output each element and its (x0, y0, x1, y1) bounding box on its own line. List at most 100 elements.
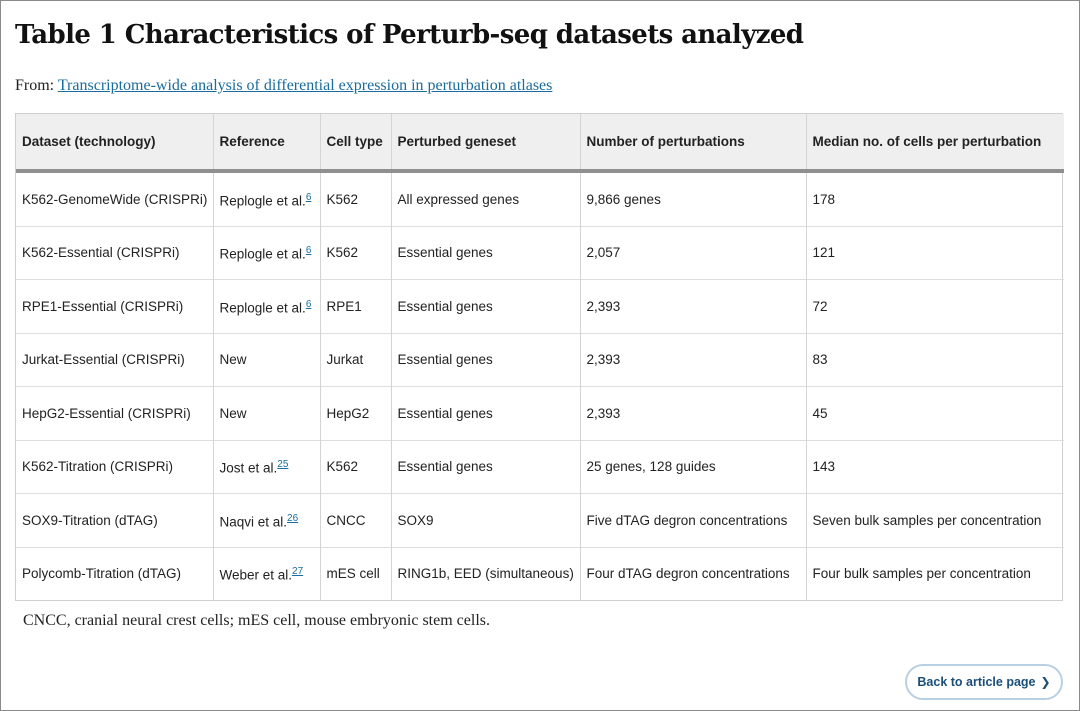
cell-perturbations-text: Five dTAG degron concentrations (586, 512, 788, 528)
cell-geneset: Essential genes (391, 332, 581, 387)
cell-reference-text: Naqvi et al. (219, 514, 288, 529)
reference-citation: 26 (287, 512, 298, 524)
cell-geneset: Essential genes (391, 279, 581, 333)
cell-reference: Weber et al.27 (213, 546, 321, 600)
reference-citation: 27 (292, 565, 303, 577)
cell-cell-type-text: K562 (326, 245, 359, 261)
reference-citation: 6 (306, 298, 312, 310)
data-table: Dataset (technology) Reference Cell type… (16, 114, 1064, 600)
cell-geneset: Essential genes (391, 225, 581, 280)
cell-geneset-text: Essential genes (397, 459, 493, 475)
cell-geneset-text: Essential genes (397, 245, 493, 261)
cell-cell-type-text: HepG2 (326, 405, 370, 421)
chevron-right-icon: ❯ (1040, 675, 1051, 689)
cell-reference: Jost et al.25 (213, 439, 321, 494)
column-header-perturbations: Number of perturbations (580, 114, 807, 173)
cell-reference-text: Replogle et al. (219, 300, 306, 315)
cell-median-cells-text: Seven bulk samples per concentration (812, 512, 1042, 528)
cell-perturbations-text: 2,057 (586, 245, 621, 261)
reference-citation-link[interactable]: 6 (305, 245, 312, 256)
cell-dataset: HepG2-Essential (CRISPRi) (16, 386, 214, 440)
source-line: From: Transcriptome-wide analysis of dif… (15, 77, 552, 95)
cell-dataset: K562-Titration (CRISPRi) (16, 439, 214, 494)
cell-median-cells-text: 72 (812, 298, 828, 314)
cell-median-cells: 178 (806, 171, 1064, 226)
table-footnote: CNCC, cranial neural crest cells; mES ce… (23, 612, 490, 629)
reference-citation-link[interactable]: 27 (292, 566, 304, 577)
cell-median-cells: Four bulk samples per concentration (806, 546, 1064, 600)
back-button-label: Back to article page (917, 675, 1036, 689)
cell-median-cells: 121 (806, 225, 1064, 280)
cell-reference: New (213, 332, 321, 387)
table-row: K562-GenomeWide (CRISPRi) Replogle et al.… (16, 171, 1064, 226)
cell-cell-type: K562 (320, 225, 392, 280)
cell-perturbations-text: 9,866 genes (586, 191, 661, 207)
data-table-container: Dataset (technology) Reference Cell type… (15, 113, 1064, 601)
cell-dataset: RPE1-Essential (CRISPRi) (16, 279, 214, 333)
cell-reference: Replogle et al.6 (213, 225, 321, 280)
cell-perturbations: 2,057 (580, 225, 807, 280)
cell-cell-type-text: Jurkat (326, 352, 364, 368)
cell-cell-type-text: CNCC (326, 512, 366, 528)
cell-cell-type: RPE1 (320, 279, 392, 333)
cell-geneset: RING1b, EED (simultaneous) (391, 546, 581, 600)
reference-citation: 25 (277, 458, 288, 470)
cell-perturbations: 25 genes, 128 guides (580, 439, 807, 494)
cell-reference-text: Jost et al. (219, 460, 278, 476)
cell-median-cells: 45 (806, 386, 1064, 440)
table-row: K562-Titration (CRISPRi) Jost et al.25 K56… (16, 439, 1064, 494)
cell-median-cells-text: 143 (812, 459, 836, 475)
table-row: Jurkat-Essential (CRISPRi) New Jurkat Essen… (16, 332, 1064, 387)
cell-geneset-text: Essential genes (397, 298, 493, 314)
cell-geneset-text: All expressed genes (397, 191, 520, 207)
column-header-cell-type: Cell type (320, 114, 392, 173)
reference-citation-link[interactable]: 6 (305, 298, 312, 310)
cell-dataset-text: Jurkat-Essential (CRISPRi) (22, 352, 185, 368)
cell-reference: New (213, 386, 321, 440)
cell-geneset-text: Essential genes (397, 405, 493, 421)
cell-cell-type-text: mES cell (326, 566, 380, 582)
cell-reference-text: New (219, 352, 247, 368)
cell-perturbations: Four dTAG degron concentrations (580, 546, 807, 600)
cell-dataset-text: K562-Titration (CRISPRi) (22, 459, 174, 475)
source-article-link[interactable]: Transcriptome-wide analysis of different… (57, 77, 553, 94)
reference-citation-link[interactable]: 26 (287, 512, 299, 524)
cell-dataset: SOX9-Titration (dTAG) (16, 493, 214, 547)
cell-cell-type-text: K562 (326, 191, 359, 207)
cell-reference: Replogle et al.6 (213, 171, 321, 226)
table-header-row: Dataset (technology) Reference Cell type… (16, 114, 1064, 173)
page-title: Table 1 Characteristics of Perturb-seq d… (15, 20, 804, 50)
reference-citation-link[interactable]: 25 (277, 459, 289, 470)
column-header-geneset: Perturbed geneset (391, 114, 581, 173)
cell-median-cells: 143 (806, 439, 1064, 494)
cell-geneset: Essential genes (391, 386, 581, 440)
table-row: HepG2-Essential (CRISPRi) New HepG2 Essenti… (16, 386, 1064, 440)
cell-reference-text: Replogle et al. (219, 246, 306, 262)
reference-citation-link[interactable]: 6 (305, 191, 312, 203)
cell-perturbations: 9,866 genes (580, 171, 807, 226)
cell-cell-type: HepG2 (320, 386, 392, 440)
table-body: K562-GenomeWide (CRISPRi) Replogle et al.… (16, 171, 1064, 600)
cell-geneset: All expressed genes (391, 171, 581, 226)
cell-median-cells-text: 121 (812, 245, 836, 261)
cell-cell-type: CNCC (320, 493, 392, 547)
back-to-article-button[interactable]: Back to article page ❯ (905, 664, 1063, 700)
cell-perturbations-text: 2,393 (586, 405, 621, 421)
cell-geneset-text: RING1b, EED (simultaneous) (397, 566, 574, 582)
cell-cell-type-text: RPE1 (326, 298, 362, 314)
cell-median-cells-text: 178 (812, 191, 836, 207)
cell-reference: Replogle et al.6 (213, 279, 321, 333)
column-header-dataset: Dataset (technology) (16, 114, 214, 173)
cell-reference-text: New (219, 405, 247, 421)
cell-dataset: K562-GenomeWide (CRISPRi) (16, 171, 214, 226)
table-row: K562-Essential (CRISPRi) Replogle et al.6… (16, 225, 1064, 280)
cell-median-cells: Seven bulk samples per concentration (806, 493, 1064, 547)
cell-cell-type: K562 (320, 439, 392, 494)
cell-perturbations: 2,393 (580, 279, 807, 333)
column-header-median-cells: Median no. of cells per perturbation (806, 114, 1064, 173)
cell-median-cells-text: 45 (812, 405, 828, 421)
cell-median-cells-text: Four bulk samples per concentration (812, 566, 1031, 582)
table-row: RPE1-Essential (CRISPRi) Replogle et al.6… (16, 279, 1064, 333)
cell-geneset-text: SOX9 (397, 512, 434, 528)
cell-median-cells-text: 83 (812, 352, 828, 368)
